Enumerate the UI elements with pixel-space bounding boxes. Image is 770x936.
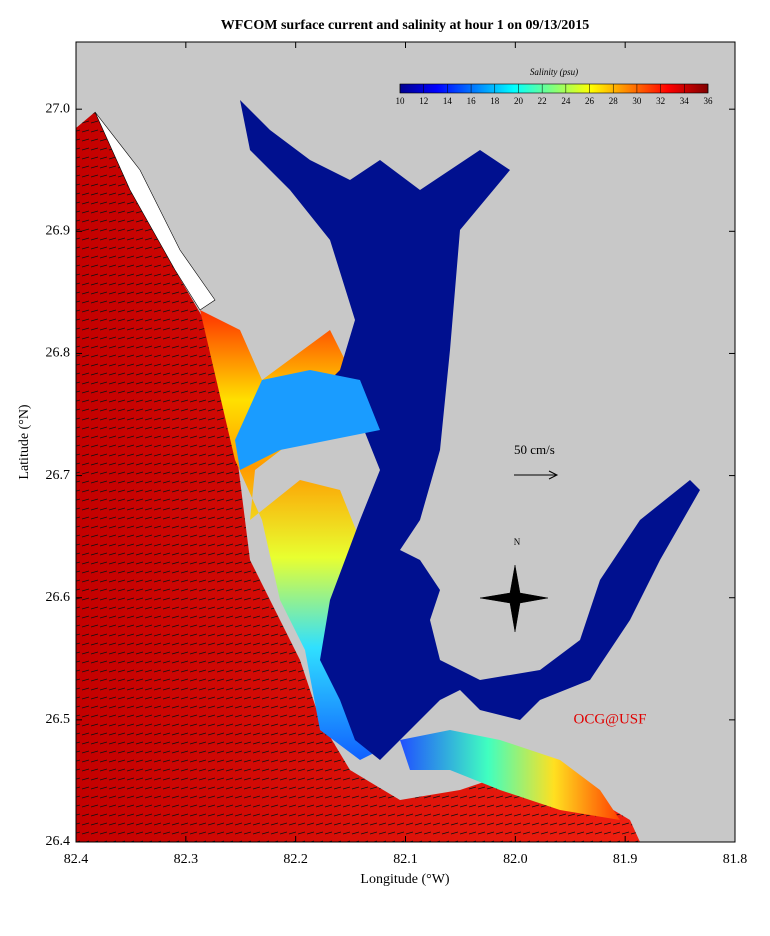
colorbar-tick-label: 30 — [632, 96, 642, 106]
colorbar-tick-label: 32 — [656, 96, 665, 106]
barrier-island — [94, 111, 216, 311]
x-tick-label: 82.4 — [64, 852, 89, 867]
compass-rose — [479, 564, 549, 633]
map-layer — [76, 42, 735, 842]
river-water — [240, 100, 700, 760]
colorbar-tick-label: 10 — [396, 96, 406, 106]
colorbar-tick-label: 18 — [490, 96, 500, 106]
x-axis-label: Longitude (°W) — [360, 872, 450, 887]
colorbar-tick-label: 12 — [419, 96, 428, 106]
colorbar-tick-label: 16 — [467, 96, 477, 106]
y-tick-label: 26.4 — [46, 834, 71, 849]
colorbar-tick-label: 36 — [704, 96, 714, 106]
x-tick-label: 82.0 — [503, 852, 528, 867]
colorbar — [399, 83, 709, 94]
colorbar-tick-label: 26 — [585, 96, 595, 106]
y-axis-label: Latitude (°N) — [17, 404, 32, 480]
colorbar-tick-label: 20 — [514, 96, 524, 106]
y-tick-label: 26.5 — [46, 712, 71, 727]
credit: OCG@USF — [573, 711, 646, 727]
transition-water — [235, 370, 380, 470]
colorbar-tick-label: 24 — [561, 96, 571, 106]
scale-arrow-head — [548, 470, 559, 480]
y-tick-label: 26.7 — [46, 468, 71, 483]
compass-label: N — [514, 537, 521, 547]
x-tick-label: 81.8 — [723, 852, 748, 867]
scale-label: 50 cm/s — [514, 442, 555, 457]
y-tick-label: 26.9 — [46, 224, 71, 239]
title: WFCOM surface current and salinity at ho… — [221, 18, 590, 33]
x-tick-label: 82.3 — [174, 852, 199, 867]
colorbar-tick-label: 34 — [680, 96, 690, 106]
x-tick-label: 82.1 — [393, 852, 418, 867]
x-tick-label: 81.9 — [613, 852, 638, 867]
y-tick-label: 27.0 — [46, 101, 71, 116]
y-tick-label: 26.6 — [46, 590, 71, 605]
x-tick-label: 82.2 — [283, 852, 308, 867]
colorbar-tick-label: 14 — [443, 96, 453, 106]
y-tick-label: 26.8 — [46, 346, 71, 361]
colorbar-label: Salinity (psu) — [530, 67, 578, 77]
colorbar-tick-label: 22 — [538, 96, 547, 106]
colorbar-tick-label: 28 — [609, 96, 619, 106]
river-mouth-water — [400, 730, 620, 820]
current-vectors — [76, 112, 640, 842]
